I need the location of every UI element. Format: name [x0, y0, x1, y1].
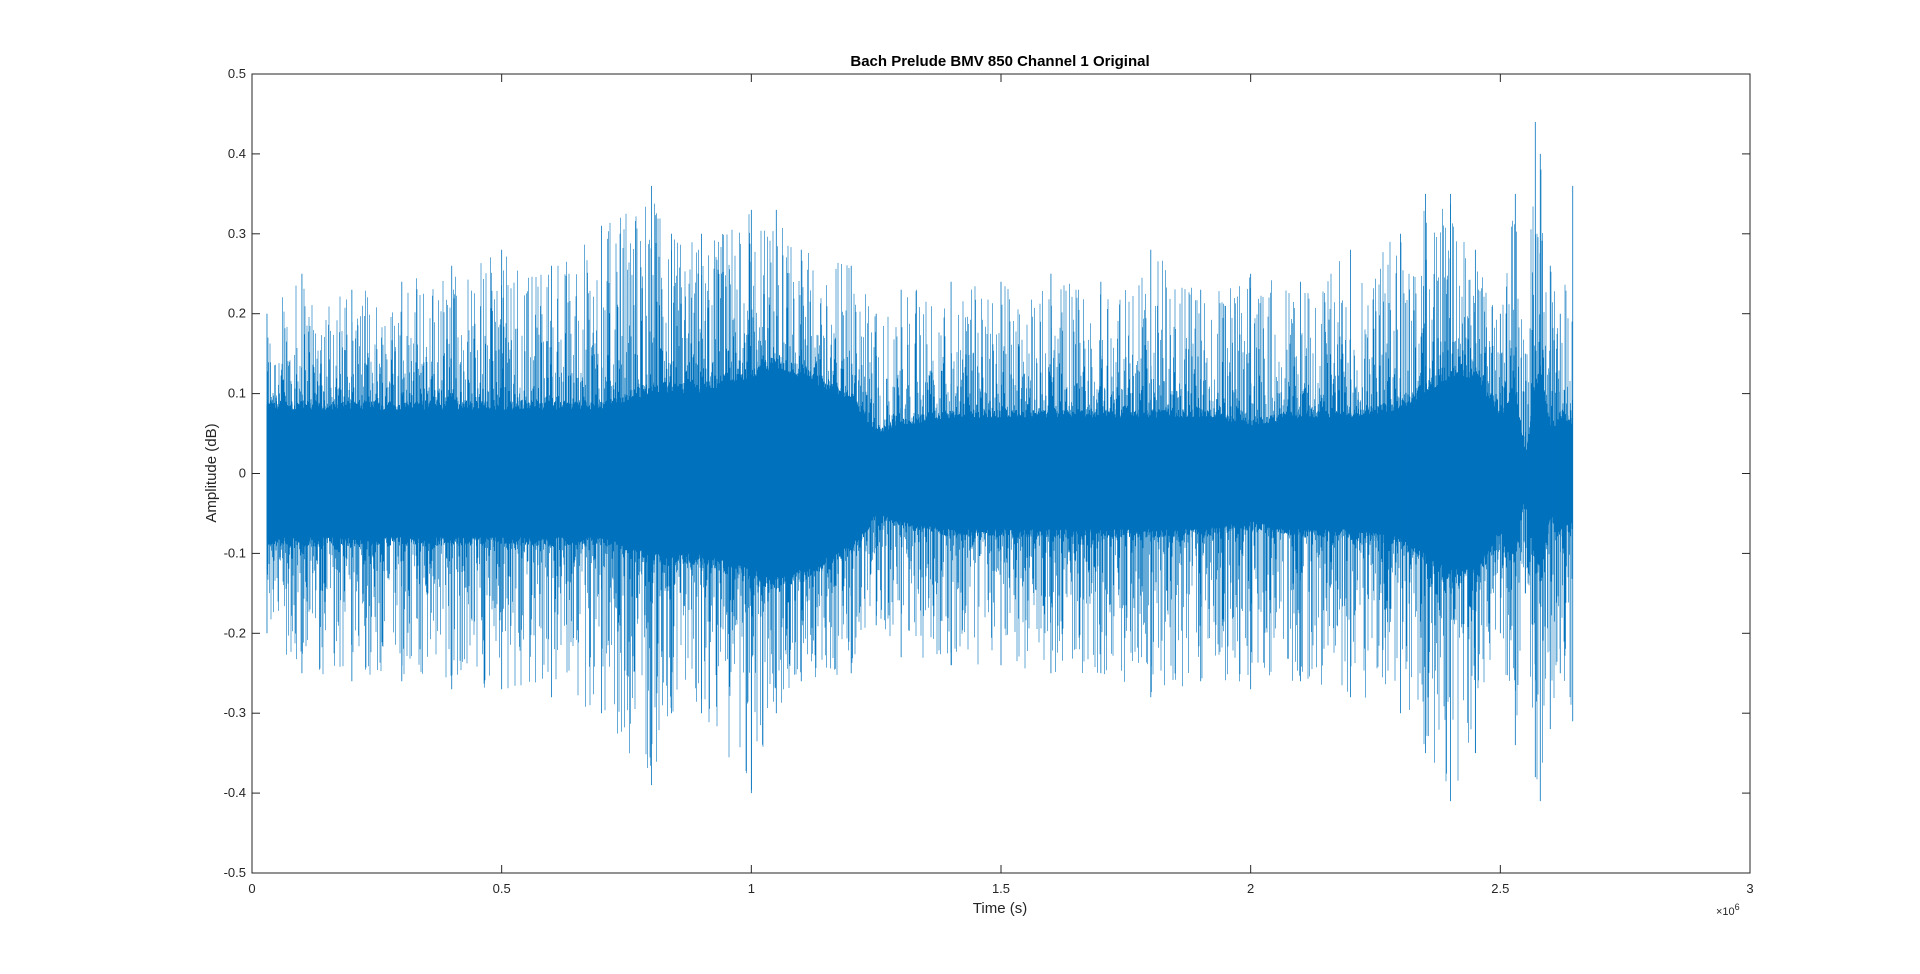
y-tick-label: 0.5 [228, 66, 246, 81]
x-tick-label: 1.5 [992, 881, 1010, 896]
x-tick-label: 2 [1247, 881, 1254, 896]
x-tick-label: 3 [1746, 881, 1753, 896]
x-exponent-label: ×106 [1716, 902, 1740, 918]
y-tick-label: -0.3 [224, 705, 246, 720]
y-tick-label: 0.2 [228, 306, 246, 321]
x-tick-label: 0 [248, 881, 255, 896]
y-tick-label: -0.5 [224, 865, 246, 880]
y-tick-label: -0.4 [224, 785, 246, 800]
x-exponent-power: 6 [1735, 902, 1740, 912]
y-tick-label: -0.1 [224, 545, 246, 560]
signal-layer [266, 121, 1574, 802]
y-tick-label: 0.4 [228, 146, 246, 161]
x-tick-label: 2.5 [1491, 881, 1509, 896]
y-tick-label: -0.2 [224, 625, 246, 640]
x-axis-label: Time (s) [973, 900, 1027, 917]
y-axis: 0.5 0.4 0.3 0.2 0.1 0 -0.1 -0.2 -0.3 -0.4 -0.5 [224, 66, 1750, 880]
y-tick-label: 0 [239, 466, 246, 481]
x-tick-label: 0.5 [493, 881, 511, 896]
y-tick-label: 0.1 [228, 386, 246, 401]
y-axis-label: Amplitude (dB) [203, 423, 220, 522]
x-exponent-prefix: ×10 [1716, 906, 1735, 918]
y-tick-label: 0.3 [228, 226, 246, 241]
chart-title: Bach Prelude BMV 850 Channel 1 Original [850, 53, 1149, 70]
x-tick-label: 1 [748, 881, 755, 896]
x-axis: 0 0.5 1 1.5 2 2.5 3 [248, 74, 1754, 896]
